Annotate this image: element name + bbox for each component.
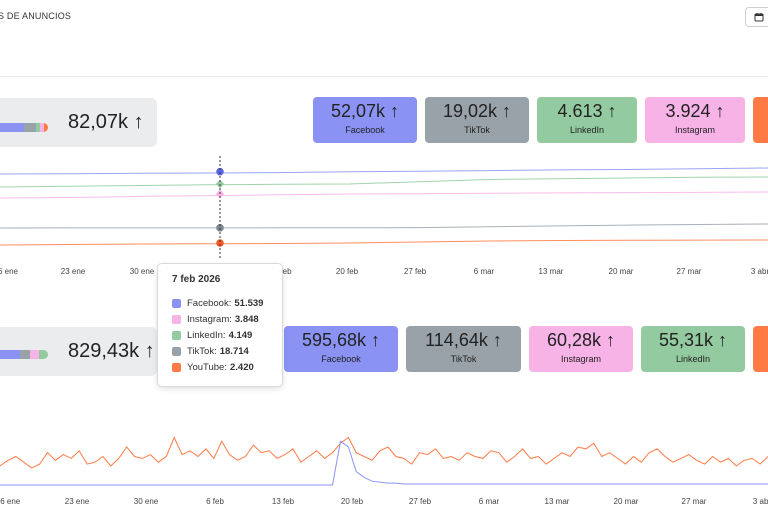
- section-title: S DE ANUNCIOS: [0, 11, 72, 21]
- tile-label: Instagram: [560, 354, 602, 364]
- tile-instagram[interactable]: 60,28k ↑ Instagram: [529, 326, 633, 372]
- x-tick-label: 27 feb: [404, 267, 427, 276]
- hover-marker-instagram: [215, 189, 225, 199]
- x-tick-label: 20 mar: [609, 267, 634, 276]
- tile-value: 114,64k ↑: [425, 330, 502, 350]
- tile-tiktok[interactable]: 114,64k ↑ TikTok: [406, 326, 521, 372]
- x-tick-label: 16 ene: [0, 497, 21, 506]
- tile-linkedin[interactable]: 4.613 ↑ LinkedIn: [537, 97, 637, 143]
- tooltip-date: 7 feb 2026: [172, 274, 221, 285]
- tooltip-series-name: YouTube:: [187, 361, 227, 373]
- x-tick-label: 3 abr: [753, 497, 768, 506]
- x-tick-label: 6 ene: [0, 267, 19, 276]
- tile-linkedin[interactable]: 55,31k ↑ LinkedIn: [641, 326, 745, 372]
- tile-instagram[interactable]: 3.924 ↑ Instagram: [645, 97, 745, 143]
- tooltip-row-youtube: YouTube: 2.420: [172, 359, 282, 375]
- series-line-youtube: [0, 436, 768, 469]
- total-value: 82,07k ↑: [68, 111, 144, 133]
- x-tick-label: 30 ene: [134, 497, 159, 506]
- x-tick-label: 27 mar: [677, 267, 702, 276]
- x-tick-label: 20 mar: [614, 497, 639, 506]
- tile-tiktok[interactable]: 19,02k ↑ TikTok: [425, 97, 529, 143]
- tooltip-row-tiktok: TikTok: 18.714: [172, 343, 282, 359]
- legend-swatch: [172, 314, 181, 324]
- tooltip-series-value: 3.848: [234, 313, 259, 325]
- tooltip-series-value: 18.714: [219, 345, 249, 357]
- tile-value: 19,02k ↑: [442, 101, 512, 121]
- x-tick-label: 3 abr: [751, 267, 768, 276]
- hover-marker-facebook: [216, 167, 224, 176]
- x-tick-label: 13 mar: [545, 497, 570, 506]
- tile-youtube[interactable]: [753, 326, 768, 372]
- x-tick-label: 13 mar: [539, 267, 564, 276]
- legend-swatch: [172, 330, 181, 340]
- tooltip-series-name: Instagram:: [187, 313, 232, 325]
- series-line-youtube: [0, 239, 768, 246]
- tile-label: Facebook: [321, 354, 361, 364]
- series-line-linkedin: [0, 176, 768, 188]
- platform-share-bar: [0, 350, 48, 359]
- tile-label: Instagram: [674, 125, 716, 135]
- total-value: 829,43k ↑: [68, 340, 155, 362]
- x-tick-label: 6 mar: [479, 497, 500, 506]
- x-tick-label: 13 feb: [272, 497, 295, 506]
- tooltip-series-value: 4.149: [228, 329, 253, 341]
- calendar-icon: [754, 13, 764, 22]
- date-picker-button[interactable]: [745, 7, 768, 27]
- x-tick-label: 27 feb: [409, 497, 432, 506]
- tile-youtube[interactable]: [753, 97, 768, 143]
- tooltip-series-value: 51.539: [234, 297, 264, 309]
- platform-share-bar: [0, 123, 48, 132]
- x-tick-label: 20 feb: [341, 497, 364, 506]
- tile-value: 595,68k ↑: [301, 330, 381, 350]
- chart-tooltip: 7 feb 2026 Facebook: 51.539 Instagram: 3…: [157, 263, 283, 387]
- series-line-facebook: [0, 440, 768, 486]
- tile-label: LinkedIn: [675, 354, 711, 364]
- tile-label: LinkedIn: [569, 125, 605, 135]
- tooltip-row-instagram: Instagram: 3.848: [172, 311, 282, 327]
- tooltip-series-name: Facebook:: [187, 297, 232, 309]
- tooltip-row-facebook: Facebook: 51.539: [172, 295, 282, 311]
- hover-marker-youtube: [216, 239, 224, 247]
- tile-label: TikTok: [450, 354, 477, 364]
- total-card-top: 82,07k ↑: [0, 98, 157, 147]
- tile-label: TikTok: [464, 125, 490, 135]
- x-tick-label: 6 mar: [474, 267, 495, 276]
- tooltip-series-value: 2.420: [229, 361, 254, 373]
- x-tick-label: feb: [280, 267, 292, 276]
- x-tick-label: 30 ene: [130, 267, 155, 276]
- tile-value: 60,28k ↑: [546, 330, 616, 350]
- chart-top[interactable]: 6 ene 23 ene 30 ene feb 20 feb 27 feb 6 mar 13 …: [0, 150, 768, 280]
- tooltip-row-linkedin: LinkedIn: 4.149: [172, 327, 282, 343]
- tile-facebook[interactable]: 595,68k ↑ Facebook: [284, 326, 398, 372]
- tile-value: 55,31k ↑: [658, 330, 728, 350]
- tile-value: 3.924 ↑: [665, 101, 725, 121]
- legend-swatch: [172, 346, 181, 356]
- series-line-facebook: [0, 167, 768, 175]
- series-line-instagram: [0, 191, 768, 199]
- x-tick-label: 20 feb: [336, 267, 359, 276]
- chart-bottom[interactable]: 16 ene 23 ene 30 ene 6 feb 13 feb 20 feb 27 fe…: [0, 428, 768, 508]
- section-divider: [0, 76, 768, 77]
- tile-facebook[interactable]: 52,07k ↑ Facebook: [313, 97, 417, 143]
- tooltip-series-name: LinkedIn:: [187, 329, 226, 341]
- tile-value: 4.613 ↑: [557, 101, 617, 121]
- x-tick-label: 23 ene: [65, 497, 90, 506]
- total-card-bottom: 829,43k ↑: [0, 327, 157, 376]
- tile-value: 52,07k ↑: [330, 101, 400, 121]
- x-tick-label: 23 ene: [61, 267, 86, 276]
- x-tick-label: 6 feb: [206, 497, 224, 506]
- series-line-tiktok: [0, 223, 768, 229]
- x-tick-label: 27 mar: [682, 497, 707, 506]
- legend-swatch: [172, 362, 181, 372]
- hover-marker-tiktok: [216, 224, 224, 232]
- legend-swatch: [172, 298, 181, 308]
- tooltip-series-name: TikTok:: [187, 345, 217, 357]
- tile-label: Facebook: [345, 125, 385, 135]
